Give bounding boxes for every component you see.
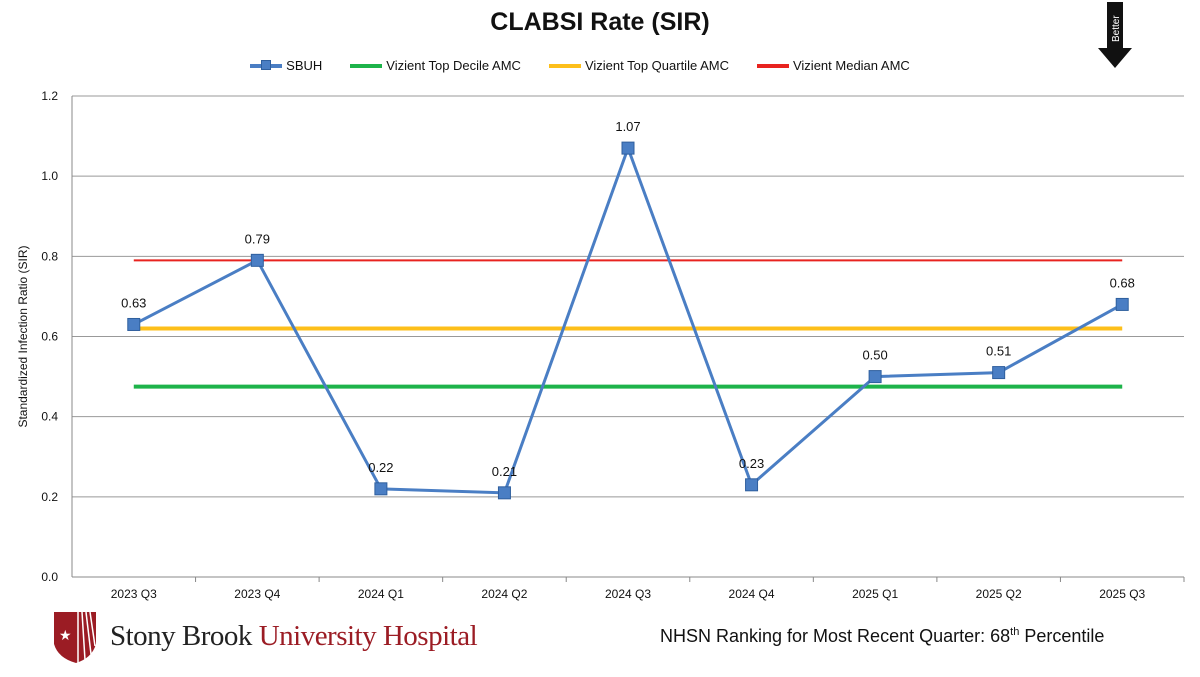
sbuh-point <box>868 370 882 384</box>
x-tick-label: 2024 Q4 <box>729 587 775 601</box>
chart-title: CLABSI Rate (SIR) <box>490 8 710 36</box>
legend-label: Vizient Top Quartile AMC <box>584 58 729 73</box>
y-tick-label: 0.2 <box>41 490 58 504</box>
sbuh-point <box>621 141 635 155</box>
legend-item: SBUH <box>250 58 322 73</box>
sbuh-line <box>133 143 1123 495</box>
data-label: 0.68 <box>1110 275 1135 290</box>
logo: ★ Stony Brook University Hospital <box>52 608 478 664</box>
data-label: 0.63 <box>121 295 146 310</box>
x-tick-label: 2024 Q2 <box>481 587 527 601</box>
y-tick-label: 0.0 <box>41 570 58 584</box>
x-tick-label: 2025 Q3 <box>1099 587 1145 601</box>
better-indicator: Better <box>1098 2 1132 68</box>
legend-swatch <box>350 63 383 68</box>
sbuh-point <box>127 317 141 331</box>
sbuh-point <box>250 253 264 267</box>
legend: SBUH Vizient Top Decile AMC Vizient Top Qu… <box>0 58 1180 73</box>
legend-item: Vizient Top Decile AMC <box>350 58 521 73</box>
legend-item: Vizient Top Quartile AMC <box>548 58 729 73</box>
sbuh-point <box>1115 297 1129 311</box>
data-label: 0.79 <box>245 231 270 246</box>
y-tick-label: 0.6 <box>41 330 58 344</box>
data-label: 0.22 <box>368 460 393 475</box>
sbuh-point <box>745 478 759 492</box>
legend-label: Vizient Median AMC <box>792 58 910 73</box>
nhsn-ranking: NHSN Ranking for Most Recent Quarter: 68… <box>660 626 1105 646</box>
x-tick-label: 2023 Q4 <box>234 587 280 601</box>
y-tick-label: 1.2 <box>41 89 58 103</box>
x-tick-label: 2024 Q3 <box>605 587 651 601</box>
y-tick-label: 1.0 <box>41 169 58 183</box>
data-label: 0.50 <box>862 348 887 363</box>
sbuh-point <box>992 366 1006 380</box>
y-axis-label: Standardized Infection Ratio (SIR) <box>16 245 30 427</box>
sbuh-point <box>374 482 388 496</box>
legend-swatch <box>250 59 283 70</box>
x-tick-label: 2025 Q2 <box>976 587 1022 601</box>
legend-item: Vizient Median AMC <box>756 58 910 73</box>
x-tick-label: 2023 Q3 <box>111 587 157 601</box>
data-label: 0.23 <box>739 456 764 471</box>
logo-text-2: University Hospital <box>258 619 478 652</box>
sbuh-point <box>497 486 511 500</box>
better-label: Better <box>1111 15 1122 42</box>
x-tick-label: 2025 Q1 <box>852 587 898 601</box>
x-tick-label: 2024 Q1 <box>358 587 404 601</box>
data-label: 1.07 <box>615 119 640 134</box>
down-arrow-icon <box>1098 2 1132 68</box>
y-tick-label: 0.4 <box>41 410 58 424</box>
data-label: 0.21 <box>492 464 517 479</box>
shield-logo-icon: ★ <box>54 611 96 663</box>
legend-label: Vizient Top Decile AMC <box>386 58 521 73</box>
legend-swatch <box>548 63 581 68</box>
y-tick-label: 0.8 <box>41 249 58 263</box>
chart: 0.0 0.2 0.4 0.6 0.8 1.0 1.2 2023 Q3 2023 Q4 2024 … <box>16 89 1185 601</box>
logo-text-1: Stony Brook <box>110 619 259 652</box>
svg-text:★: ★ <box>59 627 72 643</box>
legend-label: SBUH <box>286 58 323 73</box>
legend-swatch <box>756 63 789 68</box>
data-label: 0.51 <box>986 344 1011 359</box>
